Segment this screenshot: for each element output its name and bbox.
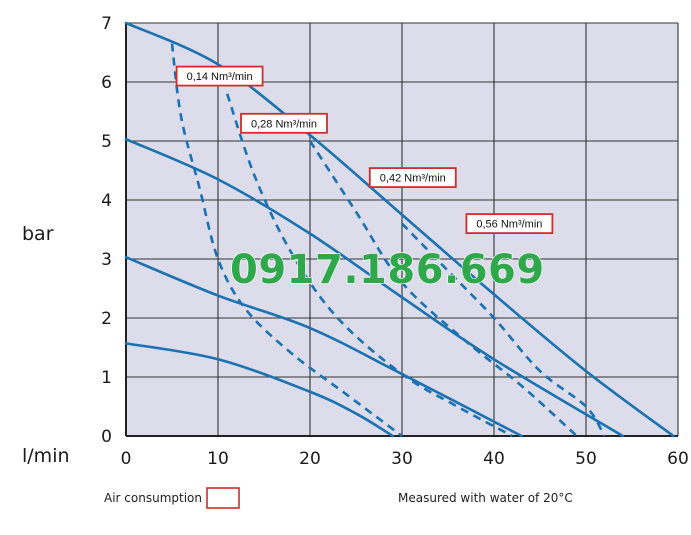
- y-axis-title: bar: [22, 223, 54, 245]
- air-consumption-curve: [225, 93, 514, 438]
- x-tick-label: 20: [299, 449, 321, 469]
- y-tick-label: 5: [101, 132, 112, 152]
- y-tick-label: 6: [101, 73, 112, 93]
- x-tick-label: 10: [207, 449, 229, 469]
- y-tick-label: 0: [101, 427, 112, 447]
- annotation-label: 0,56 Nm³/min: [476, 219, 542, 231]
- x-tick-label: 30: [391, 449, 413, 469]
- grid: [125, 22, 679, 437]
- y-tick-label: 1: [101, 368, 112, 388]
- pressure-curve: [124, 255, 523, 438]
- pressure-curve: [124, 21, 675, 438]
- pressure-curve: [124, 342, 395, 438]
- curve-annotation: 0,56 Nm³/min: [465, 213, 554, 235]
- annotation-label: 0,14 Nm³/min: [187, 71, 253, 83]
- annotation-box: [175, 65, 264, 87]
- air-consumption-curves: [170, 43, 606, 438]
- air-consumption-curve: [308, 140, 578, 437]
- x-axis-title: l/min: [22, 445, 70, 467]
- y-tick-label: 4: [101, 191, 112, 211]
- x-tick-label: 50: [575, 449, 597, 469]
- air-consumption-curve: [401, 222, 606, 437]
- x-tick-label: 0: [121, 449, 132, 469]
- x-tick-label: 40: [483, 449, 505, 469]
- annotation-label: 0,28 Nm³/min: [251, 118, 317, 130]
- pressure-curves: [124, 21, 675, 438]
- legend-box: [206, 487, 240, 509]
- curve-annotation: 0,14 Nm³/min: [175, 65, 264, 87]
- y-tick-label: 2: [101, 309, 112, 329]
- annotation-box: [240, 112, 328, 134]
- y-tick-label: 3: [101, 250, 112, 270]
- phone-watermark: 0917.186.669: [230, 247, 545, 293]
- y-tick-label: 7: [101, 14, 112, 34]
- legend-label: Air consumption: [104, 491, 202, 505]
- annotation-box: [465, 213, 554, 235]
- axis-ticks: 0 10 20 30 40 50 60 0 1 2 3 4 5 6 7: [101, 14, 689, 469]
- curve-annotations: 0,14 Nm³/min 0,28 Nm³/min 0,42 Nm³/min 0,56…: [175, 65, 554, 235]
- annotation-label: 0,42 Nm³/min: [380, 173, 446, 185]
- measurement-note: Measured with water of 20°C: [398, 491, 573, 505]
- pressure-curve: [124, 137, 625, 438]
- x-tick-label: 60: [667, 449, 689, 469]
- curve-annotation: 0,42 Nm³/min: [368, 167, 457, 188]
- curve-annotation: 0,28 Nm³/min: [240, 112, 328, 134]
- annotation-box: [368, 167, 457, 188]
